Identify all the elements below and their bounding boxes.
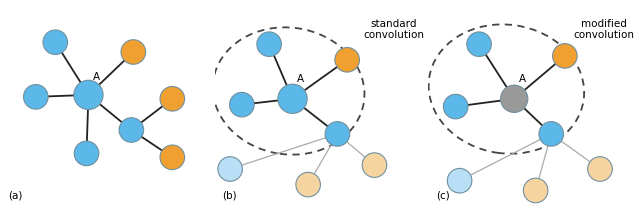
Circle shape <box>160 86 184 111</box>
Text: (b): (b) <box>222 190 237 200</box>
Circle shape <box>119 118 143 142</box>
Text: (a): (a) <box>8 190 23 200</box>
Text: A: A <box>297 74 304 84</box>
Circle shape <box>467 32 492 57</box>
Circle shape <box>218 157 243 181</box>
Circle shape <box>121 40 145 64</box>
Circle shape <box>257 32 282 57</box>
Text: A: A <box>518 74 525 84</box>
Circle shape <box>588 157 612 181</box>
Circle shape <box>552 44 577 68</box>
Circle shape <box>335 48 360 72</box>
Circle shape <box>539 122 564 146</box>
Circle shape <box>444 94 468 119</box>
Circle shape <box>362 153 387 177</box>
Circle shape <box>74 141 99 166</box>
Text: A: A <box>93 72 100 82</box>
Circle shape <box>524 178 548 203</box>
Circle shape <box>74 80 103 110</box>
Circle shape <box>278 84 307 113</box>
Circle shape <box>296 172 321 197</box>
Circle shape <box>447 168 472 193</box>
Text: standard
convolution: standard convolution <box>364 19 424 40</box>
Text: modified
convolution: modified convolution <box>573 19 634 40</box>
Circle shape <box>24 85 48 109</box>
Circle shape <box>230 92 254 117</box>
Circle shape <box>160 145 184 170</box>
Circle shape <box>500 85 528 112</box>
Circle shape <box>325 122 349 146</box>
Text: (c): (c) <box>436 190 450 200</box>
Circle shape <box>43 30 68 55</box>
